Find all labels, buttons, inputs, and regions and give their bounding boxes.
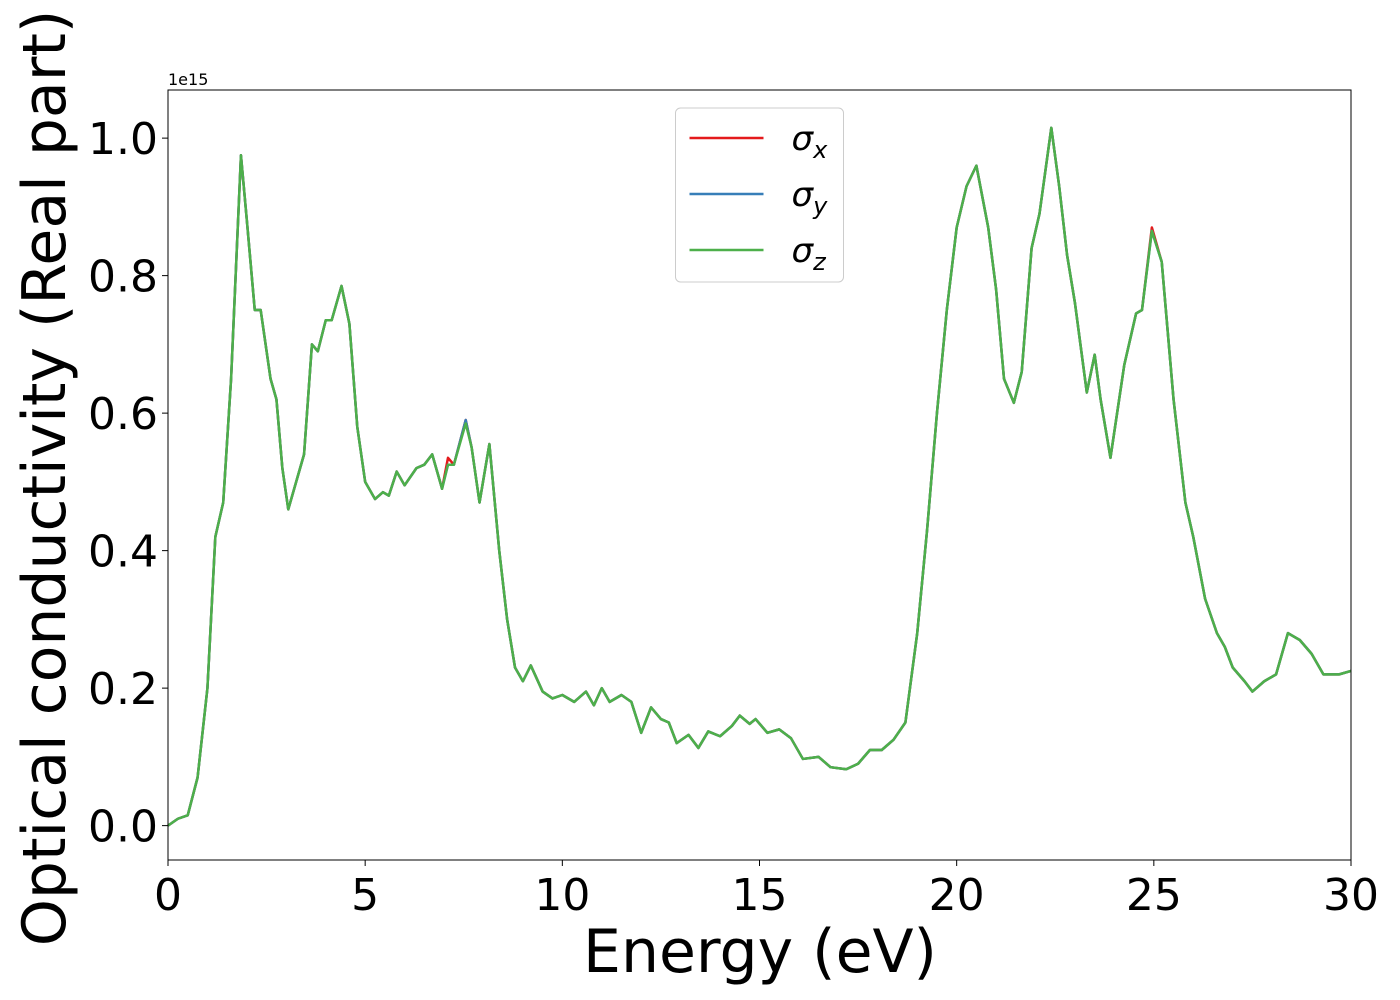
y-tick-label: 0.4 — [88, 527, 158, 578]
y-tick-label: 1.0 — [88, 114, 158, 165]
x-tick-label: 30 — [1323, 870, 1379, 921]
legend-label: σz — [792, 231, 828, 276]
x-tick-label: 0 — [154, 870, 182, 921]
legend-label: σx — [792, 119, 829, 164]
y-tick-label: 0.2 — [88, 664, 158, 715]
y-tick-label: 0.8 — [88, 252, 158, 303]
x-tick-label: 20 — [929, 870, 985, 921]
legend-label: σy — [792, 175, 829, 220]
x-tick-label: 5 — [351, 870, 379, 921]
y-axis-label: Optical conductivity (Real part) — [10, 10, 80, 947]
x-tick-label: 25 — [1126, 870, 1182, 921]
y-tick-label: 0.0 — [88, 802, 158, 853]
offset-text: 1e15 — [168, 70, 208, 89]
x-tick-label: 15 — [732, 870, 788, 921]
x-axis-label: Energy (eV) — [583, 917, 937, 987]
x-tick-label: 10 — [534, 870, 590, 921]
data-line — [167, 126, 1352, 827]
y-tick-label: 0.6 — [88, 389, 158, 440]
